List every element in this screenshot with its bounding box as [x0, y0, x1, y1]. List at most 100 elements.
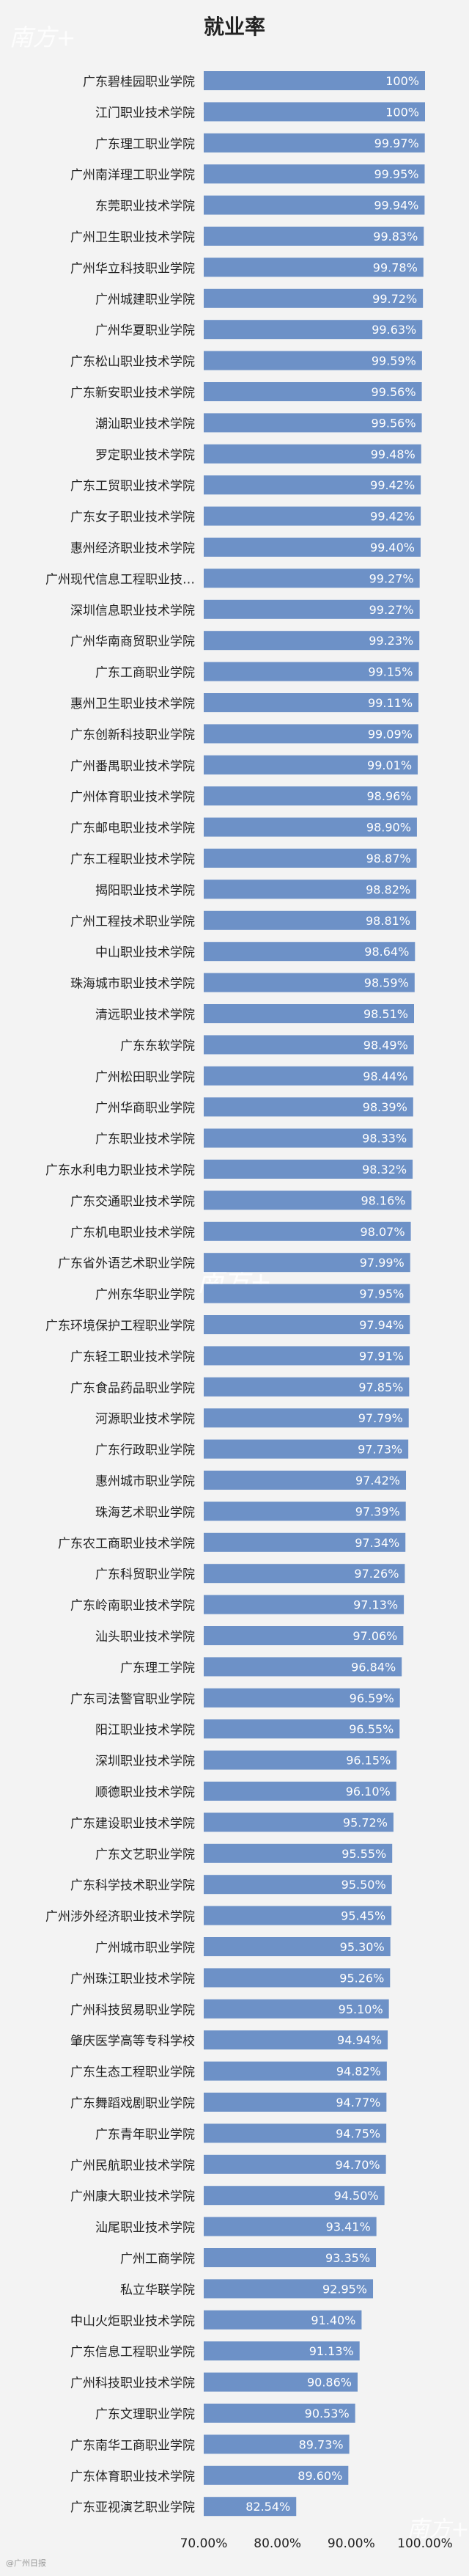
x-axis-ticks: 70.00% 80.00% 90.00% 100.00% [180, 2536, 453, 2551]
value-label: 100% [385, 105, 419, 119]
value-label: 94.77% [336, 2096, 380, 2110]
bar [204, 1688, 400, 1708]
bar-row: 广东亚视演艺职业学院 82.54% [70, 2497, 297, 2517]
value-label: 97.79% [358, 1411, 403, 1425]
bar-row: 深圳信息职业技术学院 99.27% [70, 599, 420, 619]
value-label: 98.51% [363, 1007, 408, 1021]
bar [204, 195, 425, 215]
category-label: 深圳信息职业技术学院 [70, 604, 195, 618]
watermark-group: 南方+南方+南方+ [10, 23, 469, 2542]
value-label: 96.15% [346, 1754, 391, 1768]
bar [204, 2186, 385, 2206]
value-label: 94.70% [336, 2158, 380, 2172]
bar [204, 693, 419, 712]
category-label: 广东邮电职业技术学院 [70, 822, 195, 836]
bar-row: 广东碧桂园职业学院 100% [83, 71, 425, 90]
category-label: 广州科技贸易职业学院 [70, 2003, 195, 2018]
bar [204, 475, 421, 495]
value-label: 99.01% [367, 758, 412, 772]
bar [204, 910, 417, 930]
value-label: 98.49% [363, 1038, 408, 1052]
category-label: 广东亚视演艺职业学院 [70, 2500, 195, 2515]
bar [204, 1377, 410, 1397]
bar-row: 广东环境保护工程职业学院 97.94% [45, 1315, 410, 1334]
value-label: 99.40% [370, 541, 415, 555]
value-label: 98.07% [361, 1225, 405, 1239]
bar [204, 1035, 414, 1055]
value-label: 97.39% [355, 1504, 400, 1518]
category-label: 广州卫生职业技术学院 [70, 230, 195, 245]
value-label: 95.10% [339, 2002, 383, 2016]
bar-row: 广东舞蹈戏剧职业学院 94.77% [70, 2093, 387, 2112]
bar [204, 506, 421, 526]
bar-row: 广东女子职业技术学院 99.42% [70, 506, 421, 526]
category-label: 广东岭南职业技术学院 [70, 1599, 195, 1614]
bar-row: 珠海艺术职业学院 97.39% [95, 1501, 406, 1521]
value-label: 98.44% [363, 1069, 407, 1083]
bar [204, 1750, 397, 1770]
value-label: 97.42% [355, 1474, 400, 1488]
value-label: 97.26% [354, 1567, 399, 1581]
category-label: 广州体育职业技术学院 [70, 790, 195, 805]
value-label: 89.73% [299, 2437, 344, 2451]
value-label: 99.78% [373, 260, 418, 274]
watermark-logo: 南方+ [407, 2517, 469, 2542]
category-label: 广东科学技术职业学院 [70, 1878, 195, 1893]
bar-row: 广州民航职业技术学院 94.70% [70, 2154, 386, 2174]
category-label: 广州工商学院 [120, 2252, 195, 2266]
value-label: 98.64% [364, 945, 409, 959]
bar [204, 1408, 409, 1428]
bar [204, 2061, 387, 2081]
bar-row: 私立华联学院 92.95% [120, 2279, 374, 2299]
category-label: 广东文理职业学院 [95, 2407, 195, 2422]
bar [204, 2093, 387, 2112]
bar-row: 广东食品药品职业学院 97.85% [70, 1377, 410, 1397]
bar [204, 382, 422, 401]
bar-row: 广州科技职业技术学院 90.86% [70, 2372, 358, 2392]
value-label: 94.50% [334, 2189, 379, 2203]
value-label: 92.95% [322, 2282, 367, 2296]
value-label: 97.73% [358, 1443, 402, 1457]
bar-row: 广东岭南职业技术学院 97.13% [70, 1595, 405, 1614]
bar-row: 广州卫生职业技术学院 99.83% [70, 227, 424, 246]
bar [204, 879, 417, 899]
bar [204, 413, 422, 433]
bar [204, 71, 425, 90]
value-label: 98.96% [367, 789, 412, 803]
bar [204, 288, 424, 308]
category-label: 广州工程技术职业学院 [70, 915, 195, 929]
value-label: 99.23% [369, 634, 413, 648]
value-label: 98.87% [366, 852, 411, 866]
category-label: 广东工商职业学院 [95, 666, 195, 681]
value-label: 99.56% [372, 385, 416, 399]
value-label: 98.90% [366, 821, 411, 835]
category-label: 广东行政职业学院 [95, 1443, 195, 1458]
value-label: 97.13% [353, 1598, 398, 1612]
category-label: 广东创新科技职业学院 [70, 728, 195, 742]
bar [204, 1160, 413, 1179]
category-label: 广州涉外经济职业技术学院 [45, 1910, 195, 1925]
bar [204, 1284, 410, 1303]
bar [204, 755, 418, 775]
category-label: 广东南华工商职业学院 [70, 2438, 195, 2453]
value-label: 93.35% [325, 2251, 370, 2265]
value-label: 99.42% [370, 478, 415, 492]
bar [204, 444, 421, 464]
bar [204, 2434, 350, 2454]
bar-row: 广东农工商职业技术学院 97.34% [58, 1532, 406, 1552]
bar-row: 广东水利电力职业技术学院 98.32% [45, 1160, 413, 1179]
category-label: 汕头职业技术学院 [95, 1630, 195, 1644]
bar [204, 1221, 411, 1241]
bar-row: 清远职业技术学院 98.51% [95, 1004, 415, 1023]
category-label: 中山职业技术学院 [95, 945, 195, 960]
category-label: 私立华联学院 [120, 2283, 195, 2297]
value-label: 97.95% [359, 1287, 404, 1301]
bar [204, 2372, 358, 2392]
bar-row: 广东青年职业学院 94.75% [95, 2123, 387, 2143]
bar-row: 珠海城市职业技术学院 98.59% [70, 973, 415, 992]
value-label: 89.60% [298, 2469, 342, 2483]
bar-row: 广州东华职业学院 97.95% [95, 1284, 410, 1303]
bar-row: 广州工商学院 93.35% [120, 2248, 377, 2267]
category-label: 顺德职业技术学院 [95, 1785, 195, 1800]
bar-row: 广东省外语艺术职业学院 97.99% [58, 1253, 410, 1273]
